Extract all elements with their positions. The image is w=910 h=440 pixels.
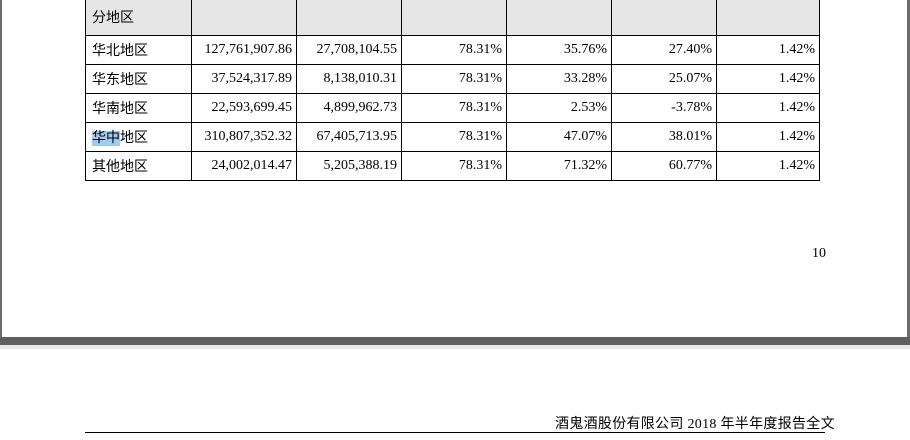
table-cell: 33.28% — [506, 63, 612, 94]
region-name: 华南地区 — [85, 92, 192, 123]
table-cell: 38.01% — [611, 121, 717, 152]
table-row: 华东地区 37,524,317.89 8,138,010.31 78.31% 3… — [85, 63, 820, 94]
table-cell: 22,593,699.45 — [191, 92, 297, 123]
region-name: 其他地区 — [85, 150, 192, 181]
table-cell: 1.42% — [716, 121, 820, 152]
region-name[interactable]: 华中地区 — [85, 121, 192, 152]
table-section-row: 分地区 — [85, 0, 820, 36]
footer-rule — [85, 432, 825, 433]
table-cell: 35.76% — [506, 34, 612, 65]
table-cell: 25.07% — [611, 63, 717, 94]
table-cell: 1.42% — [716, 63, 820, 94]
table-cell: 60.77% — [611, 150, 717, 181]
table-cell: 310,807,352.32 — [191, 121, 297, 152]
table-cell — [716, 0, 820, 36]
table-cell: 1.42% — [716, 150, 820, 181]
table-cell: -3.78% — [611, 92, 717, 123]
table-cell: 1.42% — [716, 92, 820, 123]
table-cell: 78.31% — [401, 121, 507, 152]
table-cell — [401, 0, 507, 36]
region-name: 华东地区 — [85, 63, 192, 94]
page-frame-right — [907, 0, 910, 340]
table-cell: 78.31% — [401, 92, 507, 123]
table-cell — [296, 0, 402, 36]
table-row: 华中地区 310,807,352.32 67,405,713.95 78.31%… — [85, 121, 820, 152]
region-name-rest: 地区 — [120, 130, 148, 146]
table-cell — [611, 0, 717, 36]
table-cell: 24,002,014.47 — [191, 150, 297, 181]
table-cell: 67,405,713.95 — [296, 121, 402, 152]
table-cell: 78.31% — [401, 63, 507, 94]
table-cell: 1.42% — [716, 34, 820, 65]
table-cell: 8,138,010.31 — [296, 63, 402, 94]
page-number: 10 — [812, 246, 826, 261]
document-footer-title: 酒鬼酒股份有限公司 2018 年半年度报告全文 — [555, 417, 835, 432]
table-row: 其他地区 24,002,014.47 5,205,388.19 78.31% 7… — [85, 150, 820, 181]
table-cell: 5,205,388.19 — [296, 150, 402, 181]
section-label: 分地区 — [85, 0, 192, 36]
table-cell: 4,899,962.73 — [296, 92, 402, 123]
table-row: 华北地区 127,761,907.86 27,708,104.55 78.31%… — [85, 34, 820, 65]
region-name: 华北地区 — [85, 34, 192, 65]
region-table: 分地区 华北地区 127,761,907.86 27,708,104.55 78… — [85, 0, 820, 181]
table-cell: 47.07% — [506, 121, 612, 152]
table-cell: 78.31% — [401, 150, 507, 181]
table-cell — [191, 0, 297, 36]
page-separator — [0, 337, 910, 349]
page-frame-left — [0, 0, 2, 340]
table-row: 华南地区 22,593,699.45 4,899,962.73 78.31% 2… — [85, 92, 820, 123]
table-cell: 71.32% — [506, 150, 612, 181]
table-cell — [506, 0, 612, 36]
selected-text-highlight[interactable]: 华中 — [92, 130, 120, 146]
table-cell: 37,524,317.89 — [191, 63, 297, 94]
table-cell: 27,708,104.55 — [296, 34, 402, 65]
table-cell: 78.31% — [401, 34, 507, 65]
table-cell: 127,761,907.86 — [191, 34, 297, 65]
table-cell: 2.53% — [506, 92, 612, 123]
table-cell: 27.40% — [611, 34, 717, 65]
